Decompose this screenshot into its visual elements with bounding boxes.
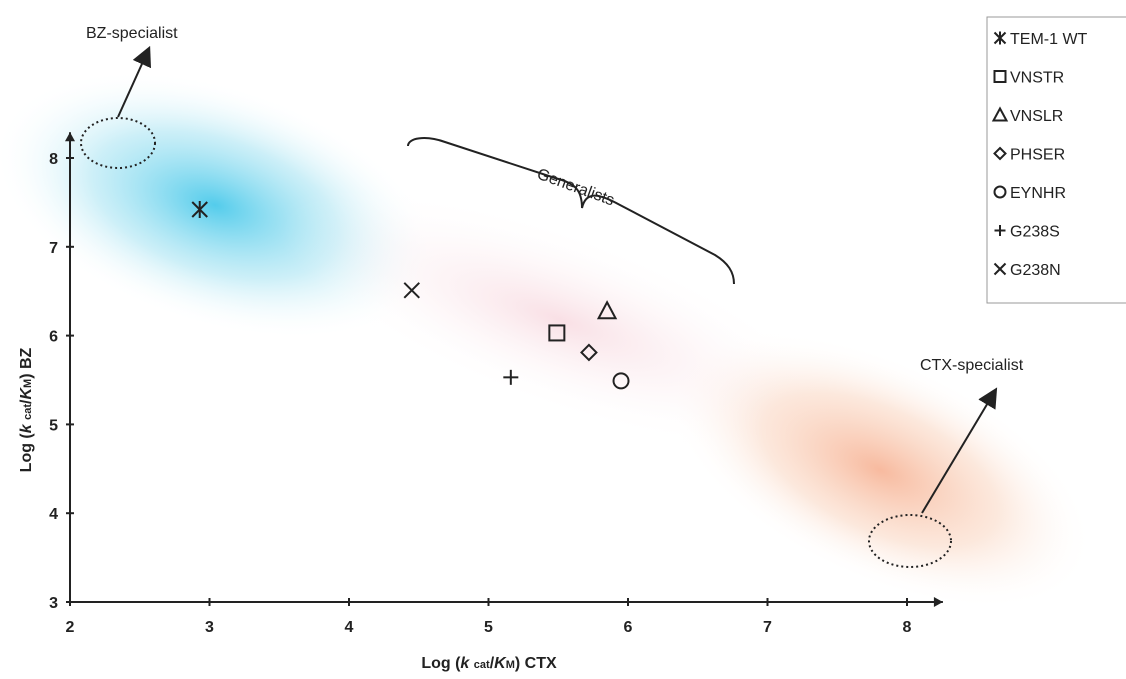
y-axis-arrowhead [65, 132, 75, 142]
legend-marker-g238n [993, 262, 1007, 276]
y-tick-label: 7 [49, 240, 58, 257]
legend-label-vnslr: VNSLR [1010, 108, 1063, 125]
legend-label-vnstr: VNSTR [1010, 70, 1064, 87]
bz-specialist-ellipse [80, 117, 156, 169]
x-tick-label: 8 [903, 619, 912, 636]
legend-label-g238s: G238S [1010, 224, 1060, 241]
ctx-specialist-label: CTX-specialist [920, 357, 1024, 374]
bz-specialist-label: BZ-specialist [86, 25, 178, 42]
data-points [191, 201, 630, 390]
bz-specialist-arrow [117, 45, 151, 118]
x-tick-label: 7 [763, 619, 772, 636]
point-vnstr [548, 324, 566, 342]
legend-item-g238n: G238N [993, 262, 1061, 279]
y-tick-label: 5 [49, 417, 58, 434]
x-axis-title: Log (k cat/KM) CTX [421, 655, 557, 672]
legend-marker-eynhr [993, 185, 1007, 199]
legend-label-phser: PHSER [1010, 147, 1065, 164]
point-tem-1-wt [191, 201, 208, 219]
legend-item-tem-1-wt: TEM-1 WT [993, 31, 1088, 48]
legend-marker-vnslr [991, 106, 1009, 122]
legend-items: TEM-1 WT VNSTR VNSLR PHSER EYNHR G238S G238N [991, 31, 1088, 279]
y-tick-label: 3 [49, 595, 58, 612]
background-glows [0, 70, 1094, 610]
point-g238s [503, 369, 519, 385]
x-tick-label: 2 [66, 619, 75, 636]
point-phser [580, 343, 598, 362]
y-tick-labels: 3 4 5 6 7 8 [49, 151, 58, 612]
x-tick-label: 5 [484, 619, 493, 636]
ctx-specialist-annotation: CTX-specialist [868, 357, 1024, 568]
legend-label-tem-1-wt: TEM-1 WT [1010, 31, 1088, 48]
x-tick-label: 3 [205, 619, 214, 636]
legend-marker-phser [993, 146, 1007, 161]
legend: TEM-1 WT VNSTR VNSLR PHSER EYNHR G238S G238N [986, 16, 1126, 304]
legend-item-vnslr: VNSLR [991, 106, 1063, 125]
x-tick-label: 4 [345, 619, 354, 636]
generalists-label: Generalists [535, 166, 617, 210]
point-eynhr [612, 372, 630, 390]
legend-item-vnstr: VNSTR [993, 70, 1064, 87]
axes [65, 132, 943, 607]
bz-specialist-annotation: BZ-specialist [80, 25, 178, 169]
y-tick-label: 4 [49, 506, 58, 523]
legend-item-phser: PHSER [993, 146, 1065, 164]
legend-item-g238s: G238S [994, 224, 1060, 241]
legend-label-g238n: G238N [1010, 262, 1061, 279]
legend-marker-g238s [994, 225, 1006, 236]
y-axis-title: Log (k cat/KM) BZ [18, 347, 35, 472]
ctx-specialist-arrow [921, 387, 998, 514]
y-tick-label: 8 [49, 151, 58, 168]
y-tick-label: 6 [49, 329, 58, 346]
legend-box [986, 16, 1126, 304]
x-tick-label: 6 [624, 619, 633, 636]
legend-marker-tem-1-wt [993, 31, 1007, 45]
point-vnslr [596, 300, 618, 320]
legend-marker-vnstr [993, 70, 1007, 83]
legend-item-eynhr: EYNHR [993, 185, 1066, 202]
x-tick-labels: 2 3 4 5 6 7 8 [66, 619, 912, 636]
generalists-brace [407, 137, 735, 285]
ctx-specialist-ellipse [868, 514, 952, 568]
point-g238n [403, 282, 420, 299]
ctx-specialist-glow [666, 330, 1094, 610]
x-axis-arrowhead [933, 597, 943, 607]
legend-label-eynhr: EYNHR [1010, 185, 1066, 202]
